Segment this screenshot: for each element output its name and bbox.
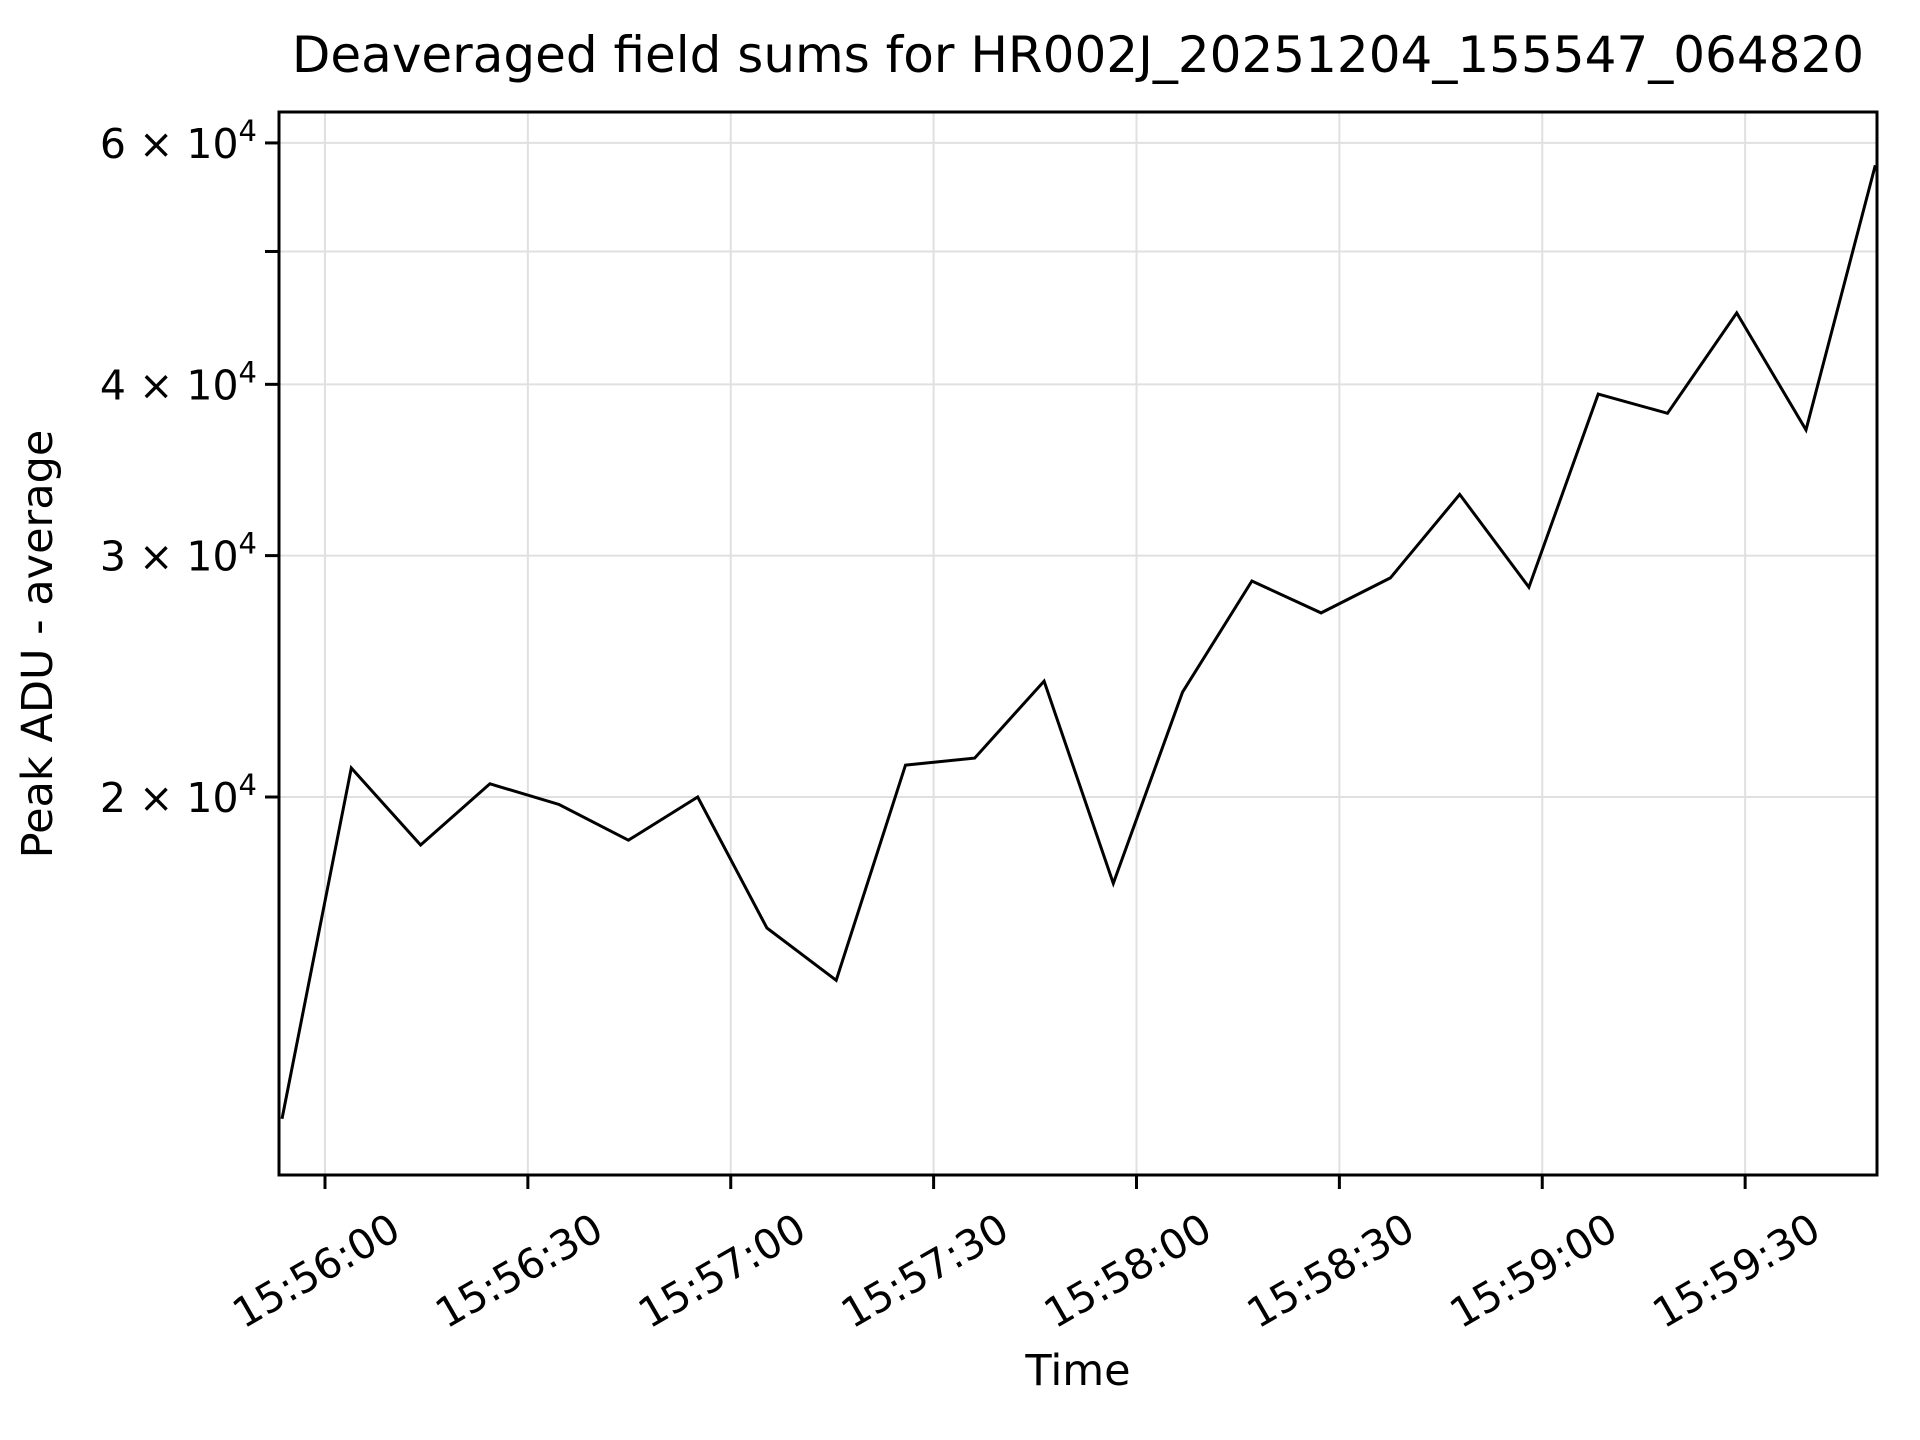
y-tick-label: 2 × 104	[100, 768, 257, 822]
frame-layer	[277, 110, 1879, 1177]
tick-layer: 15:56:00 15:56:30 15:57:00 15:57:30 15:58:00…	[100, 114, 1828, 1338]
x-tick-label: 15:56:30	[427, 1204, 610, 1338]
y-tick-label: 6 × 104	[100, 114, 257, 168]
y-tick-label: 3 × 104	[100, 527, 257, 581]
y-tick-label: 4 × 104	[100, 355, 257, 409]
x-tick-label: 15:57:00	[630, 1204, 813, 1338]
y-axis-label: Peak ADU - average	[13, 430, 63, 859]
x-tick-label: 15:58:00	[1036, 1204, 1219, 1338]
label-layer: Deaveraged field sums for HR002J_2025120…	[13, 26, 1864, 1396]
x-tick-label: 15:59:30	[1645, 1204, 1828, 1338]
series-layer	[280, 164, 1877, 1120]
grid-layer	[279, 112, 1877, 1175]
data-line	[280, 164, 1877, 1120]
x-tick-label: 15:59:00	[1442, 1204, 1625, 1338]
x-tick-label: 15:58:30	[1239, 1204, 1422, 1338]
x-tick-label: 15:57:30	[833, 1204, 1016, 1338]
chart-title: Deaveraged field sums for HR002J_2025120…	[292, 26, 1864, 84]
x-tick-label: 15:56:00	[225, 1204, 408, 1338]
axes-frame	[277, 110, 1879, 1177]
x-axis-label: Time	[1024, 1346, 1130, 1396]
